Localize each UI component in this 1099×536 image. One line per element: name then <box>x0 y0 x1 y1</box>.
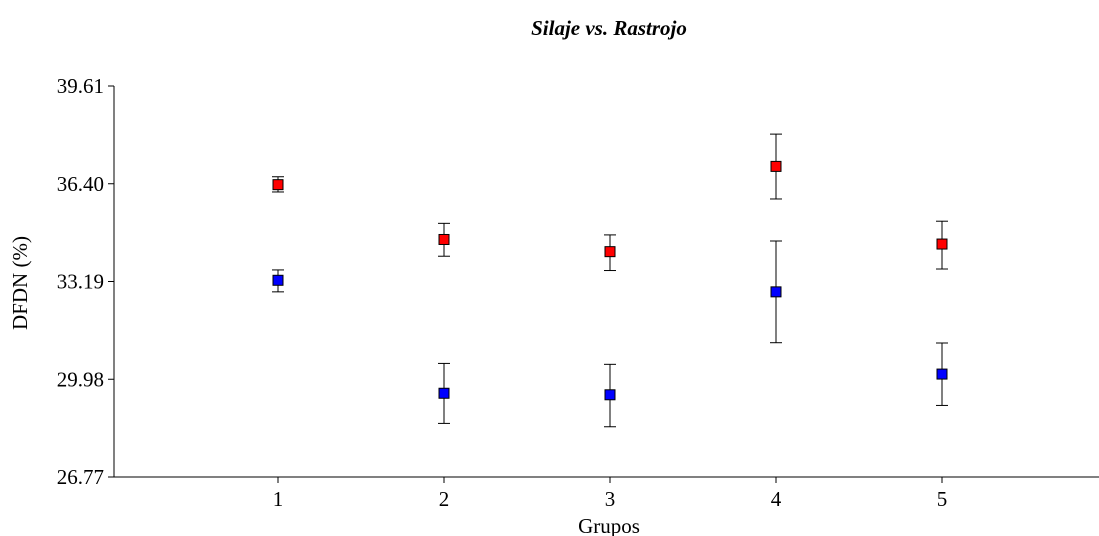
data-point <box>936 368 948 380</box>
y-tick-label: 36.40 <box>57 172 104 196</box>
y-ticks: 39.61 36.40 33.19 29.98 26.77 <box>57 74 114 489</box>
y-tick-label: 33.19 <box>57 270 104 294</box>
data-point <box>604 389 616 401</box>
y-tick-label: 29.98 <box>57 367 104 391</box>
x-tick-label: 3 <box>605 487 616 511</box>
y-tick-label: 26.77 <box>57 465 104 489</box>
data-point <box>272 274 284 286</box>
y-tick-label: 39.61 <box>57 74 104 98</box>
data-point <box>604 246 616 258</box>
x-tick-label: 5 <box>937 487 948 511</box>
data-point <box>272 179 284 191</box>
x-ticks: 1 2 3 4 5 <box>273 477 948 511</box>
y-axis-title: DFDN (%) <box>8 236 32 330</box>
data-point <box>438 387 450 399</box>
data-point <box>936 238 948 250</box>
data-point <box>770 160 782 172</box>
x-tick-label: 4 <box>771 487 782 511</box>
data-point <box>770 286 782 298</box>
x-axis-title: Grupos <box>578 514 640 536</box>
series-1 <box>272 133 948 272</box>
series-2 <box>272 240 948 428</box>
x-tick-label: 2 <box>439 487 450 511</box>
data-point <box>438 233 450 245</box>
series-layer <box>272 133 948 428</box>
chart-title: Silaje vs. Rastrojo <box>531 16 687 40</box>
x-tick-label: 1 <box>273 487 284 511</box>
